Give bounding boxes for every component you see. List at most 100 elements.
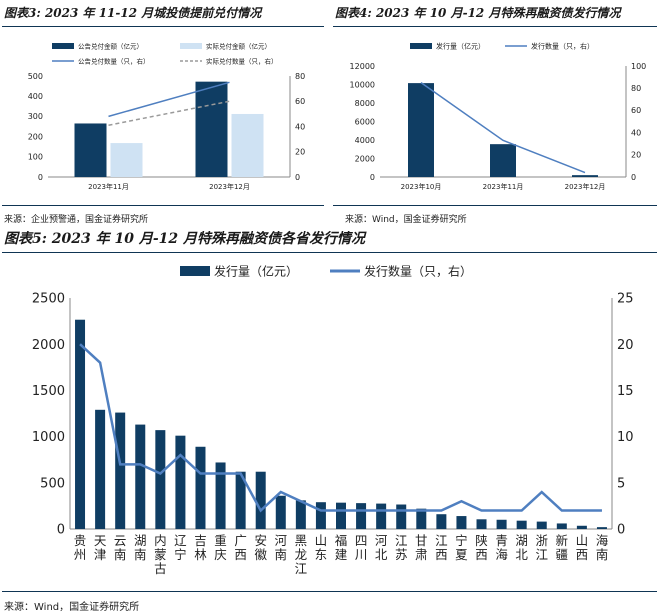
- fig4-ytick-label: 10000: [350, 80, 375, 89]
- fig3-bar: [195, 81, 228, 177]
- fig3-legend-label: 公告兑付金额（亿元）: [78, 41, 143, 50]
- fig5-bar: [536, 521, 547, 529]
- fig5-xtick-label-26: 海: [596, 533, 609, 548]
- fig3-legend-label: 实际兑付数量（只，右）: [206, 56, 278, 65]
- fig3-y2tick-label: 80: [295, 72, 305, 81]
- fig5-xtick-label-22: 北: [515, 547, 528, 562]
- fig3-series-line: [108, 81, 230, 118]
- fig3-y2tick-label: 0: [295, 173, 300, 182]
- fig5-xtick-label-1: 天: [94, 533, 107, 548]
- fig4-y2tick-label: 100: [631, 62, 646, 71]
- fig5-bar: [396, 504, 407, 529]
- fig5-bar: [195, 446, 206, 529]
- fig4-y2tick-label: 20: [631, 151, 641, 160]
- fig5-xtick-label-15: 北: [375, 547, 388, 562]
- fig5-bar: [496, 519, 507, 529]
- fig5-xtick-label-24: 新: [556, 533, 569, 548]
- fig3-title: 图表3: 2023 年 11-12 月城投债提前兑付情况: [4, 6, 262, 20]
- fig5-xtick-label-17: 肃: [415, 547, 428, 562]
- fig5-xtick-label-17: 甘: [415, 533, 428, 548]
- fig5-xtick-label-0: 州: [74, 547, 87, 562]
- fig5-xtick-label-3: 湖: [134, 533, 147, 548]
- fig4-legend-label: 发行量（亿元）: [436, 42, 485, 51]
- fig3-xtick-label: 2023年12月: [209, 182, 250, 191]
- fig5-title: 图表5: 2023 年 10 月-12 月特殊再融资债各省发行情况: [4, 231, 366, 247]
- fig5-xtick-label-18: 江: [435, 533, 448, 548]
- fig5-xtick-label-26: 南: [596, 547, 609, 562]
- fig3-ytick-label: 0: [38, 173, 43, 182]
- fig5-source: 来源：Wind，国金证券研究所: [4, 602, 140, 613]
- fig3-legend-label: 公告兑付数量（只，右）: [78, 56, 150, 65]
- fig3-legend-swatch: [52, 43, 74, 49]
- fig4-legend-swatch: [410, 43, 432, 49]
- fig5-xtick-label-25: 西: [576, 547, 589, 562]
- fig5-bar: [596, 527, 607, 529]
- fig5-xtick-label-13: 福: [335, 533, 348, 548]
- fig4-ytick-label: 4000: [355, 136, 375, 145]
- fig5-bottom-rule: [2, 591, 657, 592]
- fig5-xtick-label-8: 西: [234, 547, 247, 562]
- fig4-ytick-label: 12000: [350, 62, 375, 71]
- fig4-ytick-label: 2000: [355, 154, 375, 163]
- fig5-xtick-label-20: 西: [475, 547, 488, 562]
- fig3-y2tick-label: 20: [295, 148, 305, 157]
- fig5-xtick-label-11: 龙: [295, 547, 308, 562]
- fig4-series-line: [420, 82, 586, 174]
- fig5-bar: [376, 503, 387, 529]
- fig4-xtick-label: 2023年11月: [483, 182, 524, 191]
- fig5-xtick-label-14: 川: [355, 547, 368, 562]
- fig5-xtick-label-22: 湖: [515, 533, 528, 548]
- fig5-xtick-label-2: 云: [114, 533, 127, 548]
- fig5-legend-label: 发行数量（只，右）: [364, 264, 472, 279]
- fig5-y2tick-label: 10: [617, 430, 634, 445]
- fig5-ytick-label: 2000: [32, 338, 65, 353]
- fig4-bar: [490, 144, 516, 177]
- fig5-xtick-label-21: 海: [495, 547, 508, 562]
- fig5-xtick-label-23: 浙: [535, 533, 548, 548]
- fig5-y2tick-label: 15: [617, 384, 634, 399]
- fig5-xtick-label-4: 内: [154, 533, 167, 548]
- fig3-ytick-label: 100: [28, 153, 43, 162]
- fig5-y2tick-label: 25: [617, 292, 634, 307]
- fig5-ytick-label: 500: [40, 476, 65, 491]
- fig5-bar: [556, 523, 567, 529]
- fig5-ytick-label: 1000: [32, 430, 65, 445]
- fig5-bar: [275, 495, 286, 529]
- fig5-title-rule: [2, 252, 657, 253]
- fig5-xtick-label-24: 疆: [556, 547, 569, 562]
- fig5-xtick-label-23: 江: [535, 547, 548, 562]
- fig5-xtick-label-5: 辽: [174, 533, 187, 548]
- fig3-legend-label: 实际兑付金额（亿元）: [206, 41, 271, 50]
- fig5-bar: [295, 500, 306, 529]
- fig4-xtick-label: 2023年12月: [565, 182, 606, 191]
- fig5-xtick-label-16: 江: [395, 533, 408, 548]
- fig5-bar: [255, 471, 266, 529]
- fig5-xtick-label-2: 南: [114, 547, 127, 562]
- fig3-ytick-label: 300: [28, 112, 43, 121]
- fig5-xtick-label-16: 苏: [395, 547, 408, 562]
- fig3-ytick-label: 500: [28, 72, 43, 81]
- fig5-xtick-label-18: 西: [435, 547, 448, 562]
- fig4-y2tick-label: 0: [631, 173, 636, 182]
- fig3-title-rule: [2, 26, 324, 27]
- fig5-bar: [576, 525, 587, 529]
- fig3-xtick-label: 2023年11月: [88, 182, 129, 191]
- fig5-xtick-label-19: 宁: [455, 533, 468, 548]
- fig5-xtick-label-21: 青: [495, 533, 508, 548]
- fig5-xtick-label-6: 吉: [194, 533, 207, 548]
- fig5-xtick-label-20: 陕: [475, 533, 488, 548]
- fig5-bar: [155, 430, 166, 529]
- fig4-source: 来源：Wind，国金证券研究所: [345, 215, 467, 225]
- fig4-title: 图表4: 2023 年 10 月-12 月特殊再融资债发行情况: [335, 6, 621, 20]
- fig5-bar: [336, 502, 346, 529]
- fig5-xtick-label-11: 黑: [295, 533, 308, 548]
- fig5-bar: [115, 412, 126, 529]
- fig5-xtick-label-12: 山: [315, 533, 328, 548]
- fig5-xtick-label-4: 古: [154, 561, 167, 576]
- fig5-xtick-label-19: 夏: [455, 547, 468, 562]
- fig4-bottom-rule: [333, 205, 657, 206]
- fig5-xtick-label-0: 贵: [74, 533, 87, 548]
- fig5-xtick-label-13: 建: [335, 547, 348, 562]
- fig5-xtick-label-1: 津: [94, 547, 107, 562]
- fig3-bar: [231, 113, 264, 177]
